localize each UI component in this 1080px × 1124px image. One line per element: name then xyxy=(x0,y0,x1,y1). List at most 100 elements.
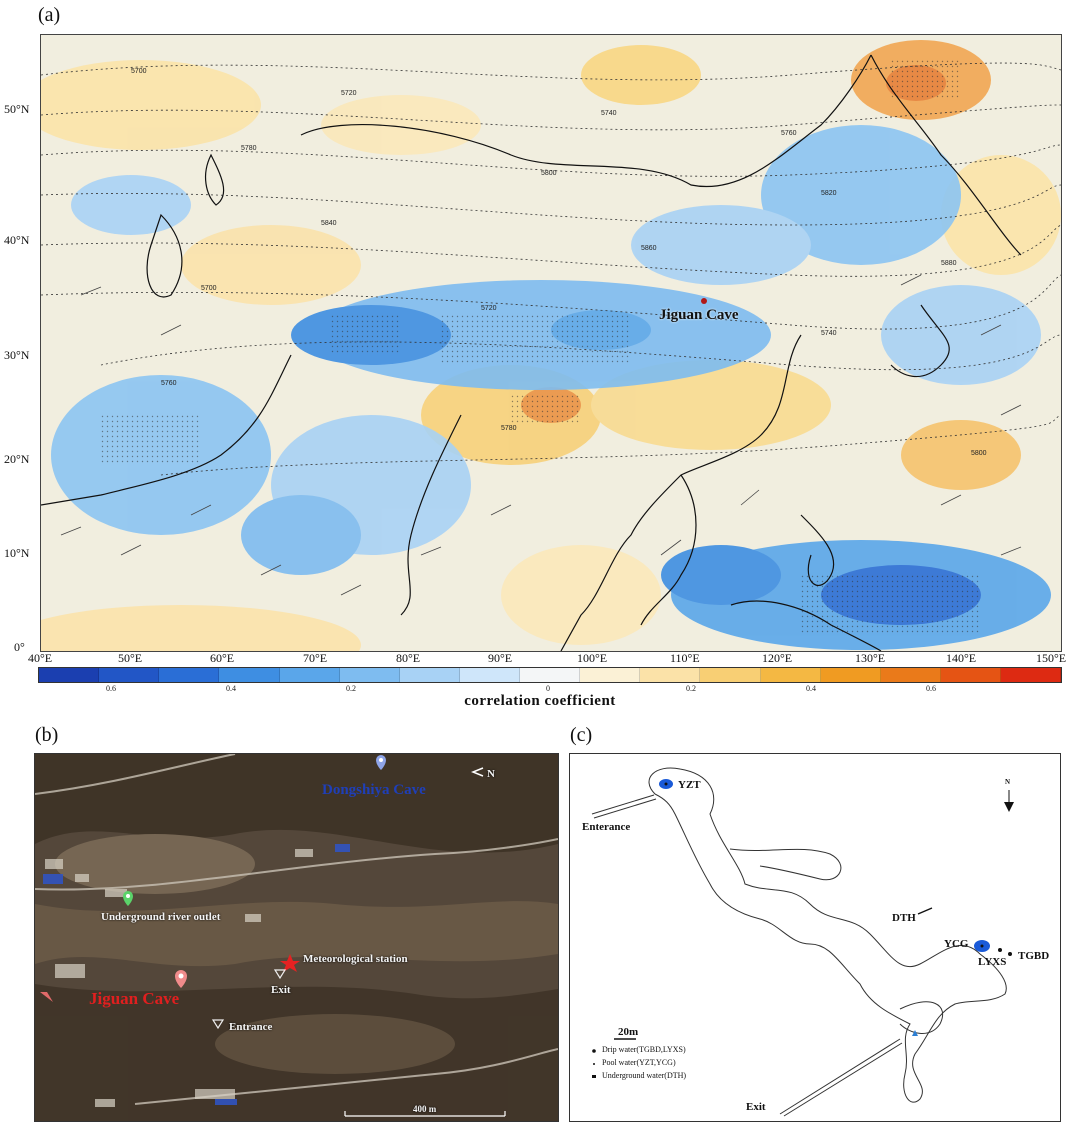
contour-label: 5780 xyxy=(501,425,517,432)
entrance-label: Entrance xyxy=(229,1021,273,1033)
lon-tick-100e: 100°E xyxy=(577,651,608,665)
colorbar-segment xyxy=(820,668,881,682)
lon-tick-80e: 80°E xyxy=(396,651,421,665)
colorbar-segment xyxy=(700,668,761,682)
contour-label: 5700 xyxy=(131,68,147,75)
contour-label: 5700 xyxy=(201,285,217,292)
lon-tick-70e: 70°E xyxy=(303,651,328,665)
contour-label: 5740 xyxy=(821,330,837,337)
lat-tick-20n: 20°N xyxy=(4,452,30,466)
colorbar-segment xyxy=(940,668,1001,682)
colorbar-segment xyxy=(39,668,100,682)
colorbar-title: correlation coefficient xyxy=(464,693,616,709)
lat-tick-30n: 30°N xyxy=(4,348,30,362)
lon-tick-60e: 60°E xyxy=(210,651,235,665)
north-label: N xyxy=(487,768,495,780)
underground-water-marker xyxy=(912,1030,918,1036)
legend-pool-water: Pool water(YZT,YCG) xyxy=(602,1058,676,1067)
wind-vectors xyxy=(60,274,1022,596)
lon-tick-140e: 140°E xyxy=(946,651,977,665)
contour-label: 5760 xyxy=(161,380,177,387)
panel-b-label: (b) xyxy=(35,724,59,746)
tgbd-label: TGBD xyxy=(1018,950,1050,962)
meteorological-station-star xyxy=(280,954,300,972)
river-outlet-pin xyxy=(123,891,133,906)
colorbar-tick-pos06: 0.6 xyxy=(926,684,936,693)
legend-underground-water: Underground water(DTH) xyxy=(602,1071,687,1080)
lon-tick-110e: 110°E xyxy=(670,651,700,665)
colorbar-segment xyxy=(459,668,520,682)
dth-marker xyxy=(917,907,933,915)
lon-tick-130e: 130°E xyxy=(855,651,886,665)
exit-label: Exit xyxy=(271,984,291,996)
contour-label: 5760 xyxy=(781,130,797,137)
colorbar-segment xyxy=(640,668,701,682)
colorbar xyxy=(38,667,1062,683)
geopotential-contours xyxy=(41,62,1061,476)
colorbar-segment xyxy=(880,668,941,682)
colorbar-tick-pos02: 0.2 xyxy=(686,684,696,693)
jiguan-cave-pin xyxy=(175,970,187,988)
yzt-label: YZT xyxy=(678,779,701,791)
scale-bar xyxy=(344,1111,506,1117)
north-arrow-icon xyxy=(1004,790,1014,812)
north-label: N xyxy=(1005,778,1011,786)
lat-tick-10n: 10°N xyxy=(4,546,30,560)
lat-tick-0: 0° xyxy=(14,640,25,654)
meteorological-station-label: Meteorological station xyxy=(303,953,408,965)
colorbar-segment xyxy=(580,668,641,682)
colorbar-tick-zero: 0 xyxy=(546,684,550,693)
lon-tick-150e: 150°E xyxy=(1036,651,1067,665)
lon-tick-50e: 50°E xyxy=(118,651,143,665)
river-outlet-label: Underground river outlet xyxy=(101,911,221,923)
colorbar-segment xyxy=(339,668,400,682)
colorbar-segment xyxy=(1001,668,1062,682)
dth-label: DTH xyxy=(892,912,916,924)
lat-tick-50n: 50°N xyxy=(4,102,30,116)
jiguan-cave-label: Jiguan Cave xyxy=(89,989,180,1008)
colorbar-segment xyxy=(99,668,160,682)
colorbar-segment xyxy=(279,668,340,682)
colorbar-segment xyxy=(520,668,581,682)
contour-label: 5860 xyxy=(641,245,657,252)
jiguan-cave-marker xyxy=(701,298,707,304)
lat-tick-40n: 40°N xyxy=(4,233,30,247)
contour-label: 5780 xyxy=(241,145,257,152)
dongshiya-cave-pin xyxy=(376,755,386,770)
ycg-label: YCG xyxy=(944,938,969,950)
contour-label: 5840 xyxy=(321,220,337,227)
contour-label: 5880 xyxy=(941,260,957,267)
correlation-map: 5700 5720 5740 5760 5780 5800 5820 5840 5860 5880… xyxy=(40,34,1062,652)
scale-label: 400 m xyxy=(413,1104,437,1114)
north-arrow-icon xyxy=(470,767,484,777)
lon-tick-120e: 120°E xyxy=(762,651,793,665)
colorbar-segment xyxy=(399,668,460,682)
colorbar-tick-pos04: 0.4 xyxy=(806,684,816,693)
lon-tick-90e: 90°E xyxy=(488,651,513,665)
panel-a-label: (a) xyxy=(38,4,61,26)
entrance-triangle-icon xyxy=(211,1019,225,1030)
exit-label: Exit xyxy=(746,1101,766,1113)
contour-label: 5740 xyxy=(601,110,617,117)
colorbar-tick-neg06: 0.6 xyxy=(106,684,116,693)
coastlines-and-borders xyxy=(41,54,1022,651)
jiguan-cave-site-label: Jiguan Cave xyxy=(659,307,739,323)
legend-drip-water: Drip water(TGBD,LYXS) xyxy=(602,1045,686,1054)
lyxs-label: LYXS xyxy=(978,956,1007,968)
lon-tick-40e: 40°E xyxy=(28,651,53,665)
contour-label: 5720 xyxy=(481,305,497,312)
contour-label: 5800 xyxy=(541,170,557,177)
panel-c-label: (c) xyxy=(570,724,593,746)
colorbar-segment xyxy=(219,668,280,682)
tgbd-drip-marker xyxy=(1008,952,1012,956)
cave-plan-map: YZT Enterance DTH YCG LYXS TGBD Exit N 2… xyxy=(569,753,1061,1122)
contour-label: 5820 xyxy=(821,190,837,197)
contour-label: 5800 xyxy=(971,450,987,457)
lyxs-drip-marker xyxy=(998,948,1002,952)
colorbar-tick-neg02: 0.2 xyxy=(346,684,356,693)
satellite-map: Dongshiya Cave Underground river outlet … xyxy=(34,753,559,1122)
entrance-label: Enterance xyxy=(582,821,631,833)
contour-label: 5720 xyxy=(341,90,357,97)
colorbar-segment xyxy=(760,668,821,682)
positive-anomaly-patches xyxy=(41,40,1061,651)
